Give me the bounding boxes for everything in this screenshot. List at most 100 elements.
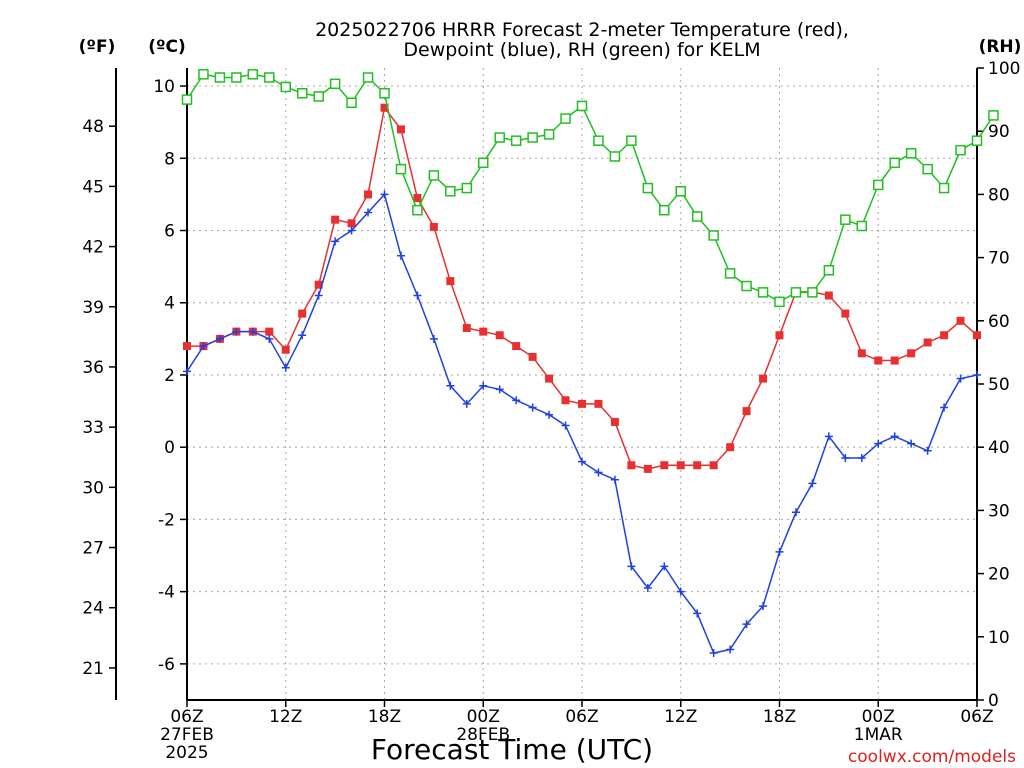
rh-point xyxy=(856,220,868,232)
dewpoint-point xyxy=(660,562,669,571)
fahrenheit-tick-label: 48 xyxy=(82,117,104,137)
dewpoint-point xyxy=(364,208,373,217)
rh-point xyxy=(790,287,802,298)
dewpoint-point xyxy=(907,439,916,448)
temperature-point xyxy=(775,331,784,340)
x-tick-label: 00Z xyxy=(862,707,895,727)
dewpoint-point xyxy=(265,334,274,343)
rh-point xyxy=(724,268,736,279)
dewpoint-point xyxy=(396,251,405,260)
rh-point xyxy=(280,81,291,93)
x-tick-label: 06Z xyxy=(960,707,993,727)
dewpoint-point xyxy=(841,454,850,463)
dewpoint-point xyxy=(824,432,833,441)
rh-point xyxy=(609,151,621,162)
fahrenheit-tick-label: 39 xyxy=(82,298,104,318)
rh-point xyxy=(938,182,950,194)
dewpoint-point xyxy=(215,334,224,343)
rh-point xyxy=(461,182,473,194)
dewpoint-point xyxy=(940,403,949,412)
rh-point xyxy=(873,179,884,191)
dewpoint-point xyxy=(314,291,323,300)
temperature-point xyxy=(742,407,751,416)
dewpoint-point xyxy=(545,410,554,419)
rh-point xyxy=(922,163,933,175)
temperature-point xyxy=(676,461,685,470)
fahrenheit-unit-label: (ºF) xyxy=(79,37,116,57)
credit-text: coolwx.com/models xyxy=(848,747,1016,767)
temperature-point xyxy=(923,338,932,347)
temperature-point xyxy=(462,324,471,333)
temperature-point xyxy=(660,461,669,470)
rh-tick-label: 30 xyxy=(988,501,1010,521)
grid xyxy=(187,68,977,700)
rh-point xyxy=(905,148,917,159)
x-tick-label: 00Z xyxy=(467,707,500,727)
dewpoint-point xyxy=(561,421,570,430)
celsius-tick-label: 4 xyxy=(164,294,175,314)
temperature-point xyxy=(610,417,619,426)
rh-point xyxy=(823,264,835,276)
dewpoint-point xyxy=(199,342,208,351)
rh-point xyxy=(494,132,505,143)
rh-point xyxy=(807,287,818,298)
dewpoint-point xyxy=(923,446,932,455)
celsius-tick-label: 2 xyxy=(164,366,175,386)
temperature-point xyxy=(956,316,965,325)
dewpoint-point xyxy=(512,396,521,405)
temperature-point xyxy=(331,215,340,224)
temperature-point xyxy=(183,342,191,351)
x-axis-label: Forecast Time (UTC) xyxy=(371,733,653,766)
dewpoint-point xyxy=(183,367,191,376)
rh-point xyxy=(691,211,703,222)
dewpoint-point xyxy=(676,587,685,596)
rh-point xyxy=(379,88,390,99)
rh-point xyxy=(313,91,324,102)
rh-point xyxy=(576,100,588,112)
dewpoint-point xyxy=(956,374,965,383)
dewpoint-point xyxy=(643,584,652,593)
rh-point xyxy=(560,113,571,124)
dewpoint-point xyxy=(462,399,471,408)
temperature-point xyxy=(512,342,521,351)
temperature-point xyxy=(479,327,488,336)
dewpoint-point xyxy=(890,432,899,441)
rh-point xyxy=(708,230,719,241)
chart-title: 2025022706 HRRR Forecast 2-meter Tempera… xyxy=(315,19,849,61)
rh-point xyxy=(181,94,193,105)
temperature-point xyxy=(693,461,702,470)
x-tick-year-label: 2025 xyxy=(165,743,208,763)
temperature-point xyxy=(890,356,899,365)
fahrenheit-tick-label: 30 xyxy=(82,478,104,498)
dewpoint-point xyxy=(380,190,389,199)
temperature-point xyxy=(545,374,554,383)
x-tick-label: 18Z xyxy=(368,707,401,727)
temperature-point xyxy=(907,349,916,358)
temperature-point xyxy=(940,331,949,340)
x-tick-date-label: 27FEB xyxy=(160,725,214,745)
rh-point xyxy=(346,97,357,109)
rh-tick-label: 50 xyxy=(988,375,1010,395)
rh-tick-label: 80 xyxy=(988,185,1010,205)
x-tick-label: 12Z xyxy=(664,707,697,727)
temperature-point xyxy=(396,125,405,134)
celsius-tick-label: 10 xyxy=(153,77,175,97)
rh-point xyxy=(593,135,604,146)
dewpoint-point xyxy=(759,602,768,611)
rh-point xyxy=(214,72,226,83)
series xyxy=(181,69,999,658)
rh-point xyxy=(527,132,538,143)
rh-point xyxy=(247,69,259,80)
x-tick-label: 06Z xyxy=(170,707,203,727)
dewpoint-point xyxy=(610,475,619,484)
rh-tick-label: 0 xyxy=(988,691,999,711)
temperature-point xyxy=(643,464,652,473)
title-line-1: 2025022706 HRRR Forecast 2-meter Tempera… xyxy=(315,19,849,41)
rh-point xyxy=(478,157,489,169)
temperature-point xyxy=(429,222,438,231)
rh-tick-label: 40 xyxy=(988,438,1010,458)
celsius-unit-label: (ºC) xyxy=(148,37,186,57)
dewpoint-point xyxy=(248,327,257,336)
axes: 21242730333639424548-6-4-202468100102030… xyxy=(82,59,1020,763)
